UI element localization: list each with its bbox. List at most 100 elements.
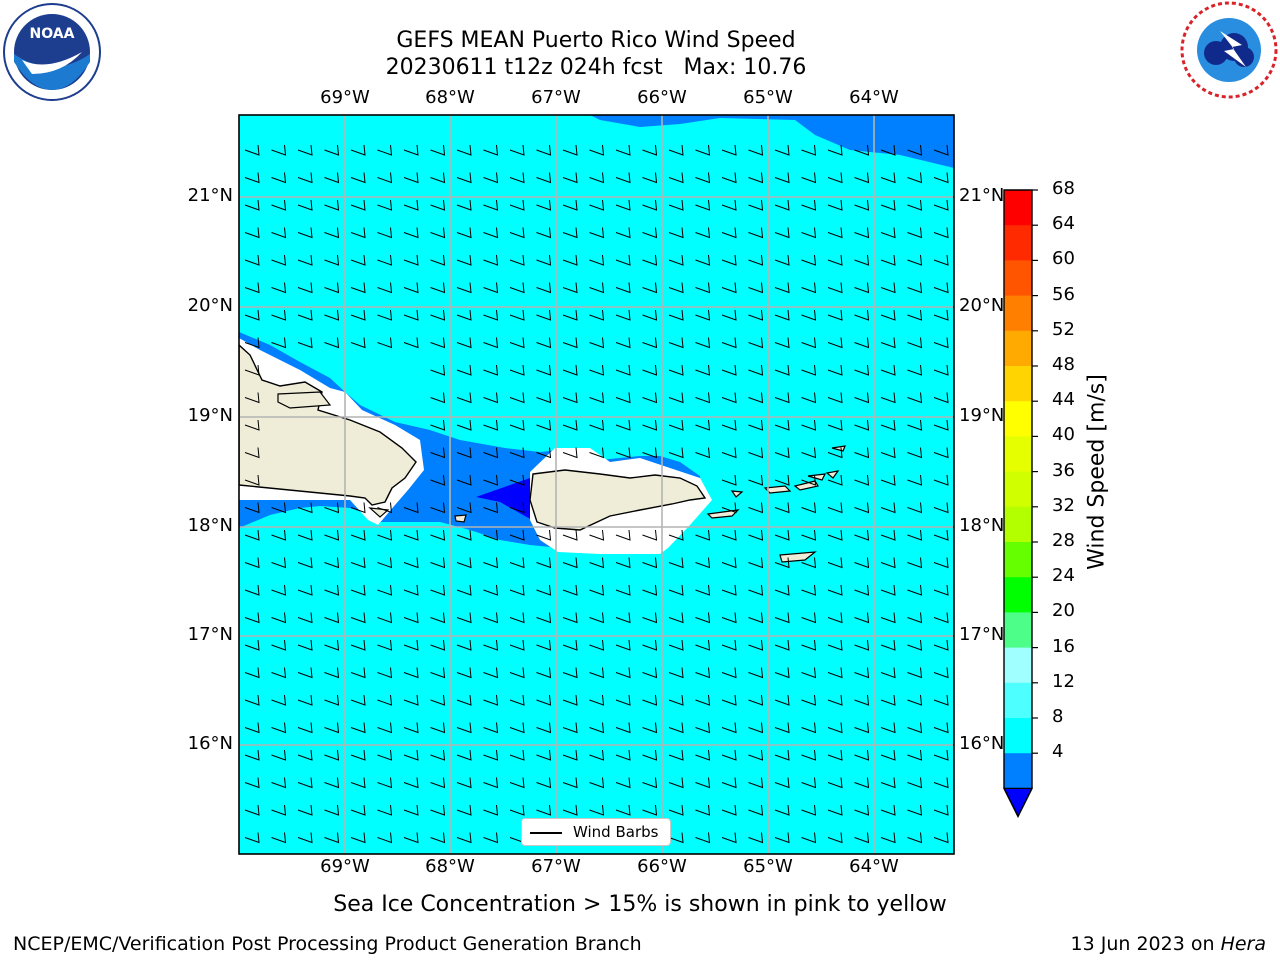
wind-barb <box>854 447 870 459</box>
wind-barb <box>721 474 737 486</box>
lat-tick-label-right: 16°N <box>959 733 1005 754</box>
lat-tick-label-left: 21°N <box>187 185 233 206</box>
wind-barb <box>907 309 923 321</box>
wind-barb <box>403 557 419 569</box>
wind-barb <box>880 639 896 651</box>
wind-barb <box>244 392 260 404</box>
wind-barb <box>324 172 340 184</box>
wind-barb <box>509 254 525 266</box>
wind-barb <box>774 419 790 431</box>
wind-barb <box>377 529 393 541</box>
wind-barb <box>933 804 949 816</box>
wind-barb <box>324 309 340 321</box>
wind-barb <box>668 529 684 541</box>
wind-barb <box>695 447 711 459</box>
lon-tick-label-bottom: 66°W <box>637 856 687 877</box>
wind-barb <box>615 364 631 376</box>
lon-tick-label-top: 67°W <box>531 87 581 108</box>
wind-barb <box>271 337 287 349</box>
wind-barb <box>854 612 870 624</box>
wind-barb <box>668 777 684 789</box>
wind-barb <box>350 144 366 156</box>
wind-barb <box>562 612 578 624</box>
wind-barb <box>880 309 896 321</box>
wind-barb <box>907 722 923 734</box>
wind-barb <box>880 254 896 266</box>
wind-barb <box>430 364 446 376</box>
wind-barb <box>854 227 870 239</box>
wind-barb <box>562 227 578 239</box>
wind-barb <box>668 667 684 679</box>
colorbar-tick-label: 60 <box>1052 248 1075 270</box>
colorbar-segment <box>1004 190 1032 226</box>
wind-barb <box>483 639 499 651</box>
wind-barb <box>854 282 870 294</box>
wind-barb <box>801 777 817 789</box>
wind-barb <box>483 447 499 459</box>
wind-barb <box>695 419 711 431</box>
wind-barb <box>562 309 578 321</box>
wind-barb <box>748 337 764 349</box>
wind-barb <box>615 199 631 211</box>
wind-barb <box>668 254 684 266</box>
wind-barb <box>642 777 658 789</box>
wind-barb <box>721 832 737 844</box>
colorbar-segment <box>1004 225 1032 261</box>
wind-barb <box>536 419 552 431</box>
wind-barb <box>748 392 764 404</box>
wind-barb <box>589 392 605 404</box>
wind-barb <box>695 584 711 596</box>
wind-barb <box>297 804 313 816</box>
wind-barb <box>695 667 711 679</box>
wind-barb <box>880 667 896 679</box>
wind-barb <box>430 777 446 789</box>
wind-barb <box>827 584 843 596</box>
wind-barb <box>271 722 287 734</box>
wind-barb <box>748 282 764 294</box>
anegada-island <box>831 445 846 452</box>
noaa-emblem-icon: NOAA <box>3 3 101 101</box>
colorbar-segment <box>1004 542 1032 578</box>
wind-barb <box>933 364 949 376</box>
wind-barb <box>801 639 817 651</box>
wind-barb <box>748 199 764 211</box>
wind-barb <box>297 254 313 266</box>
legend-label: Wind Barbs <box>573 823 659 841</box>
wind-barb <box>536 254 552 266</box>
lon-tick-label-bottom: 67°W <box>531 856 581 877</box>
wind-barb <box>721 612 737 624</box>
wind-barb <box>271 309 287 321</box>
wind-barb <box>854 309 870 321</box>
wind-barb <box>642 144 658 156</box>
wind-barb <box>933 309 949 321</box>
wind-barb <box>350 227 366 239</box>
wind-barbs <box>244 144 949 844</box>
wind-barb <box>907 749 923 761</box>
wind-barb <box>721 722 737 734</box>
wind-barb <box>933 529 949 541</box>
wind-barb <box>536 529 552 541</box>
wind-barb <box>483 474 499 486</box>
wind-barb <box>801 832 817 844</box>
wind-barb <box>509 639 525 651</box>
wind-barb <box>774 337 790 349</box>
wind-barb <box>880 144 896 156</box>
wind-barb <box>562 722 578 734</box>
wind-barb <box>244 419 260 431</box>
wind-barb <box>430 474 446 486</box>
wind-barb <box>589 722 605 734</box>
wind-barb <box>854 172 870 184</box>
wind-barb <box>244 749 260 761</box>
wind-barb <box>509 777 525 789</box>
wind-barb <box>827 832 843 844</box>
wind-barb <box>244 639 260 651</box>
wind-barb <box>324 502 340 514</box>
wind-barb <box>748 529 764 541</box>
wind-barb <box>827 749 843 761</box>
hispaniola-land <box>239 344 417 506</box>
wind-barb <box>774 584 790 596</box>
wind-barb <box>271 282 287 294</box>
colorbar-segment <box>1004 753 1032 789</box>
wind-barb <box>695 254 711 266</box>
map-frame <box>238 114 955 855</box>
